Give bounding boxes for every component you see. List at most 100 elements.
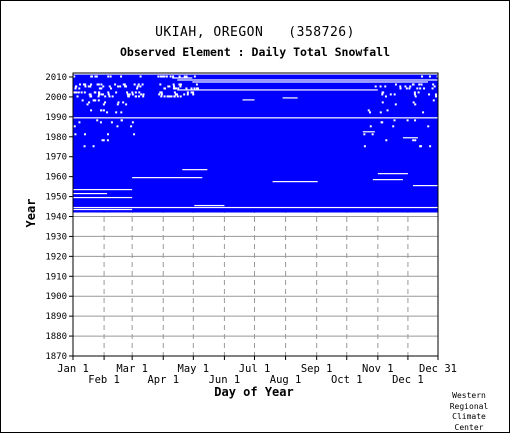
data-speckle (173, 95, 176, 98)
data-speckle (88, 101, 91, 104)
data-speckle (133, 83, 136, 86)
data-speckle (385, 139, 388, 142)
data-speckle (78, 87, 81, 90)
data-speckle (412, 139, 415, 142)
x-tick-label: Jun 1 (209, 374, 241, 386)
data-speckle (172, 87, 175, 90)
data-speckle (412, 101, 415, 104)
data-speckle (100, 109, 103, 112)
credit-line: Regional (449, 401, 489, 411)
data-speckle (423, 87, 426, 90)
data-speckle (159, 75, 162, 78)
missing-data-band (73, 192, 108, 195)
missing-data-band (177, 79, 439, 81)
missing-data-band (182, 169, 208, 171)
missing-data-gaps (73, 73, 439, 211)
x-tick-label: Mar 1 (116, 363, 148, 375)
data-speckle (167, 85, 170, 88)
data-speckle (414, 95, 417, 98)
data-speckle (94, 91, 97, 94)
data-speckle (431, 87, 434, 90)
data-speckle (176, 95, 179, 98)
data-speckle (384, 95, 387, 98)
data-speckle (140, 93, 143, 96)
x-tick-label: May 1 (178, 363, 210, 375)
y-tick-label: 1930 (45, 232, 67, 242)
data-speckle (96, 119, 99, 122)
data-speckle (80, 91, 83, 94)
missing-data-band (377, 173, 408, 175)
data-speckle (136, 87, 139, 90)
data-speckle (92, 99, 95, 102)
data-speckle (421, 75, 424, 78)
y-tick-label: 1970 (45, 153, 67, 163)
data-speckle (79, 83, 82, 86)
data-speckle (413, 91, 416, 94)
missing-data-band (192, 81, 428, 83)
data-speckle (369, 125, 372, 128)
data-speckle (414, 119, 417, 122)
data-speckle (371, 133, 374, 136)
y-tick-label: 1880 (45, 332, 67, 342)
data-speckle (74, 133, 77, 136)
data-speckle (379, 85, 382, 88)
missing-data-band (272, 181, 318, 183)
x-tick-label: Jul 1 (239, 363, 271, 375)
data-speckle (98, 93, 101, 96)
data-speckle (179, 83, 182, 86)
data-speckle (178, 75, 181, 78)
data-speckle (381, 93, 384, 96)
data-speckle (139, 85, 142, 88)
data-speckle (83, 133, 86, 136)
chart-subtitle: Observed Element : Daily Total Snowfall (119, 45, 391, 59)
data-speckle (168, 95, 171, 98)
data-speckle (195, 83, 198, 86)
y-tick-label: 2010 (45, 73, 67, 83)
y-tick-label: 1980 (45, 133, 67, 143)
data-speckle (381, 121, 384, 124)
data-speckle (87, 85, 90, 88)
data-speckle (131, 93, 134, 96)
x-tick-label: Oct 1 (331, 374, 363, 386)
data-speckle (107, 93, 110, 96)
data-speckle (76, 95, 79, 98)
data-speckle (141, 83, 144, 86)
data-speckle (178, 83, 181, 86)
data-speckle (428, 75, 431, 78)
x-tick-label: Sep 1 (301, 363, 333, 375)
y-tick-label: 1990 (45, 113, 67, 123)
credit-line: Western (452, 391, 486, 400)
data-speckle (429, 145, 432, 148)
data-speckle (183, 93, 186, 96)
data-speckle (84, 83, 87, 86)
missing-data-band (73, 117, 438, 119)
data-speckle (123, 83, 126, 86)
x-tick-label: Apr 1 (147, 374, 179, 386)
data-speckle (81, 99, 84, 102)
data-speckle (73, 75, 76, 78)
x-tick-label: Dec 1 (392, 374, 424, 386)
data-speckle (384, 85, 387, 88)
data-speckle (94, 75, 97, 78)
data-speckle (394, 103, 397, 106)
data-speckle (165, 75, 168, 78)
data-speckle (172, 75, 175, 78)
missing-data-band (412, 185, 438, 187)
data-speckle (139, 75, 142, 78)
data-speckle (399, 87, 402, 90)
y-tick-label: 2000 (45, 93, 67, 103)
snowfall-data-block (73, 73, 438, 213)
data-speckle (138, 91, 141, 94)
data-speckle (405, 87, 408, 90)
data-speckle (110, 87, 113, 90)
y-tick-label: 1950 (45, 193, 67, 203)
data-speckle (368, 111, 371, 114)
data-speckle (116, 103, 119, 106)
missing-data-band (73, 196, 133, 199)
data-speckle (138, 95, 141, 98)
data-speckle (422, 111, 425, 114)
data-speckle (90, 83, 93, 86)
chart-title: UKIAH, OREGON (358726) (155, 25, 355, 40)
data-speckle (392, 125, 395, 128)
data-speckle (166, 95, 169, 98)
